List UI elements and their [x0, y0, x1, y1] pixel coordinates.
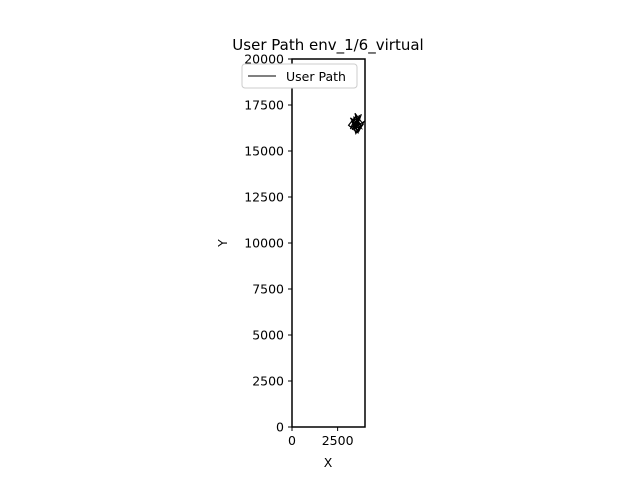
y-tick-label: 12500	[244, 190, 284, 205]
y-axis-label: Y	[215, 239, 230, 248]
legend-frame	[241, 63, 358, 89]
legend-entry-user-path: User Path	[286, 69, 346, 84]
y-tick-label: 20000	[244, 52, 284, 67]
series-line-user-path	[347, 112, 366, 136]
y-tick-label: 2500	[252, 374, 284, 389]
y-tick-label: 10000	[244, 236, 284, 251]
y-tick-label: 0	[276, 420, 284, 435]
x-axis-label: X	[324, 455, 333, 470]
legend: User Path	[241, 63, 358, 89]
plot-frame	[291, 58, 366, 428]
x-tick-label: 0	[288, 433, 296, 448]
y-tick-label: 5000	[252, 328, 284, 343]
y-tick-label: 17500	[244, 98, 284, 113]
y-tick-label: 7500	[252, 282, 284, 297]
y-tick-label: 15000	[244, 144, 284, 159]
x-tick-label: 2500	[322, 433, 354, 448]
chart-title: User Path env_1/6_virtual	[232, 36, 423, 55]
plot-area: 0 2500 0 2500 5000 7500 10000 12500 15000 17500 20…	[244, 52, 366, 448]
